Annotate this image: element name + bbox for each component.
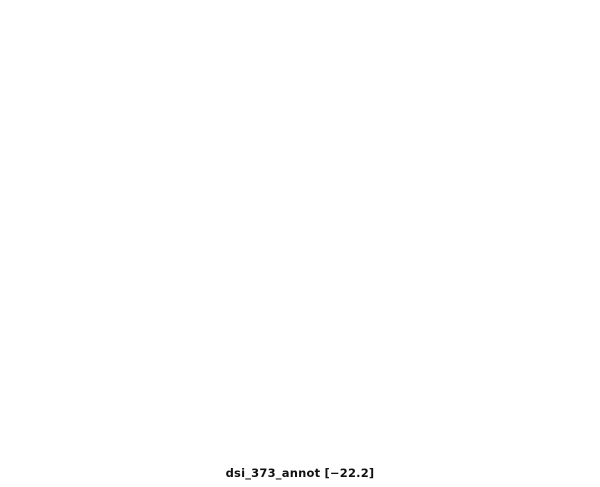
structure-title: dsi_373_annot [−22.2]	[225, 466, 375, 480]
